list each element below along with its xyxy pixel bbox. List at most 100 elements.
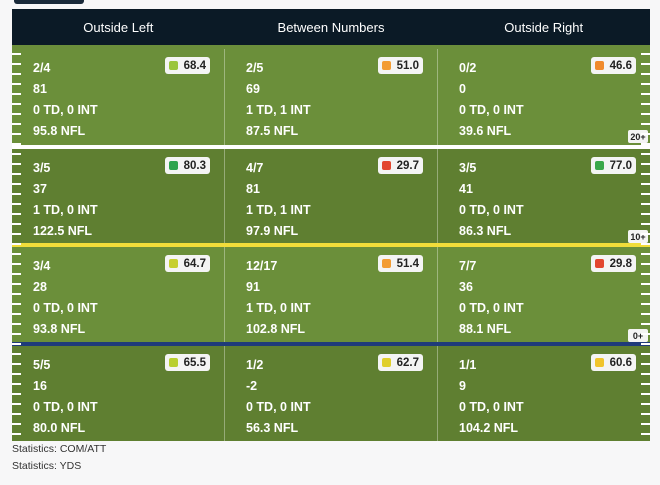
column-outside-right: Outside Right (504, 19, 584, 35)
grade-color-dot (594, 61, 604, 70)
comp-att: 12/17 (246, 259, 278, 273)
comp-att: 1/2 (246, 358, 264, 372)
hash-mark (641, 123, 650, 125)
td-int: 1 TD, 1 INT (246, 203, 311, 217)
grade-badge: 64.7 (164, 255, 210, 272)
grade-badge: 68.4 (164, 57, 210, 74)
passer-rating: 104.2 NFL (459, 421, 519, 435)
zone-column-header: Outside Left Between Numbers Outside Rig… (12, 9, 650, 45)
grade-badge: 77.0 (590, 157, 636, 174)
passer-rating: 88.1 NFL (459, 322, 512, 336)
yards: 9 (459, 379, 466, 393)
hash-mark (12, 193, 21, 195)
zone-cell[interactable]: 4/7 81 1 TD, 1 INT 97.9 NFL 29.7 (225, 149, 437, 243)
column-divider (437, 247, 438, 342)
top-strip-edge (14, 0, 84, 4)
td-int: 0 TD, 0 INT (33, 400, 98, 414)
comp-att: 4/7 (246, 161, 264, 175)
hash-mark (641, 423, 650, 425)
hash-mark (12, 73, 21, 75)
grade-value: 68.4 (183, 59, 206, 72)
hash-mark (12, 283, 21, 285)
column-divider (224, 346, 225, 441)
passer-rating: 93.8 NFL (33, 322, 86, 336)
hash-mark (641, 73, 650, 75)
zone-cell[interactable]: 1/1 9 0 TD, 0 INT 104.2 NFL 60.6 (438, 346, 650, 441)
yards: 69 (246, 82, 260, 96)
zone-cell[interactable]: 3/5 41 0 TD, 0 INT 86.3 NFL 77.0 (438, 149, 650, 243)
hash-mark (12, 53, 21, 55)
zone-cell[interactable]: 3/5 37 1 TD, 0 INT 122.5 NFL 80.3 (12, 149, 224, 243)
hash-mark (12, 293, 21, 295)
td-int: 1 TD, 0 INT (33, 203, 98, 217)
hash-mark (12, 143, 21, 145)
zone-cell[interactable]: 0/2 0 0 TD, 0 INT 39.6 NFL 46.6 (438, 49, 650, 145)
zone-cell[interactable]: 2/4 81 0 TD, 0 INT 95.8 NFL 68.4 (12, 49, 224, 145)
hash-mark (12, 153, 21, 155)
hash-mark (641, 433, 650, 435)
hash-mark (641, 323, 650, 325)
hash-mark (641, 353, 650, 355)
zone-cell[interactable]: 5/5 16 0 TD, 0 INT 80.0 NFL 65.5 (12, 346, 224, 441)
grade-value: 64.7 (183, 257, 206, 270)
grade-value: 60.6 (609, 356, 632, 369)
passer-rating: 80.0 NFL (33, 421, 86, 435)
top-strip (0, 0, 660, 8)
td-int: 0 TD, 0 INT (459, 103, 524, 117)
yards: 81 (246, 182, 260, 196)
passer-rating: 56.3 NFL (246, 421, 299, 435)
hash-mark (12, 343, 21, 345)
hash-mark (641, 203, 650, 205)
hash-mark (641, 243, 650, 245)
hash-mark (12, 303, 21, 305)
hash-mark (12, 203, 21, 205)
hash-mark (12, 413, 21, 415)
hash-mark (641, 173, 650, 175)
hash-mark (12, 233, 21, 235)
hash-mark (641, 83, 650, 85)
hash-mark (12, 403, 21, 405)
grade-value: 51.0 (396, 59, 419, 72)
grade-badge: 60.6 (590, 354, 636, 371)
hash-mark (12, 213, 21, 215)
hash-mark (12, 113, 21, 115)
zone-cell[interactable]: 1/2 -2 0 TD, 0 INT 56.3 NFL 62.7 (225, 346, 437, 441)
hash-mark (12, 363, 21, 365)
hash-mark (12, 393, 21, 395)
yards: 0 (459, 82, 466, 96)
hash-mark (12, 273, 21, 275)
zone-cell[interactable]: 7/7 36 0 TD, 0 INT 88.1 NFL 29.8 (438, 247, 650, 342)
zone-cell[interactable]: 2/5 69 1 TD, 1 INT 87.5 NFL 51.0 (225, 49, 437, 145)
hash-mark (641, 413, 650, 415)
zone-cell[interactable]: 12/17 91 1 TD, 0 INT 102.8 NFL 51.4 (225, 247, 437, 342)
comp-att: 2/5 (246, 61, 264, 75)
hash-mark (641, 253, 650, 255)
grade-color-dot (594, 259, 604, 268)
grade-value: 65.5 (183, 356, 206, 369)
grade-badge: 51.0 (377, 57, 423, 74)
zone-row-10-plus: 3/5 37 1 TD, 0 INT 122.5 NFL 80.3 4/7 81… (12, 149, 650, 243)
hash-mark (641, 193, 650, 195)
zone-cell[interactable]: 3/4 28 0 TD, 0 INT 93.8 NFL 64.7 (12, 247, 224, 342)
hash-mark (12, 83, 21, 85)
grade-badge: 46.6 (590, 57, 636, 74)
hash-mark (641, 93, 650, 95)
grade-value: 51.4 (396, 257, 419, 270)
hash-mark (12, 353, 21, 355)
hash-mark (641, 403, 650, 405)
grade-badge: 80.3 (164, 157, 210, 174)
yards: 41 (459, 182, 473, 196)
hash-mark (641, 393, 650, 395)
td-int: 1 TD, 1 INT (246, 103, 311, 117)
hash-mark (641, 143, 650, 145)
grade-badge: 65.5 (164, 354, 210, 371)
hash-mark (641, 333, 650, 335)
hash-mark (12, 253, 21, 255)
yard-marker-label: 0+ (628, 329, 648, 342)
comp-att: 3/5 (459, 161, 477, 175)
hash-mark (12, 373, 21, 375)
hash-mark (12, 133, 21, 135)
grade-color-dot (168, 259, 178, 268)
column-divider (437, 346, 438, 441)
comp-att: 7/7 (459, 259, 477, 273)
